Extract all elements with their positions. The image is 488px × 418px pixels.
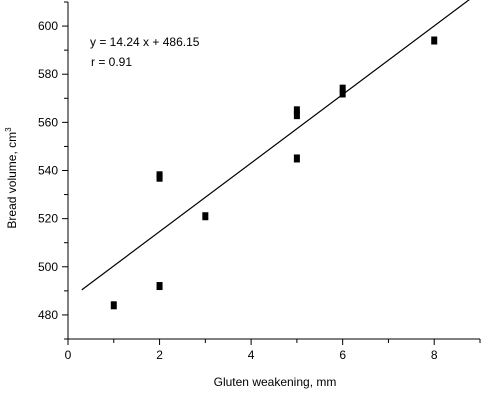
data-point	[156, 171, 163, 180]
correlation-annotation: r = 0.91	[91, 55, 132, 69]
data-point	[202, 212, 209, 221]
x-tick-label: 8	[431, 348, 438, 362]
equation-annotation: y = 14.24 x + 486.15	[90, 35, 200, 49]
y-tick-label: 600	[38, 19, 58, 33]
y-ticks: 480 500 520 540 560 580 600	[38, 1, 68, 340]
x-tick-label: 2	[156, 348, 163, 362]
y-tick-label: 520	[38, 212, 58, 226]
y-tick-label: 540	[38, 164, 58, 178]
y-tick-label: 480	[38, 308, 58, 322]
x-axis-label: Gluten weakening, mm	[214, 375, 337, 389]
data-point	[339, 84, 346, 93]
data-point	[293, 111, 300, 120]
data-point	[156, 282, 163, 291]
data-point	[339, 89, 346, 98]
x-tick-label: 4	[248, 348, 255, 362]
y-axis-label-text: Bread volume, cm	[5, 132, 19, 229]
x-tick-label: 6	[339, 348, 346, 362]
data-point	[293, 106, 300, 115]
axes	[67, 2, 480, 340]
y-tick-label: 500	[38, 260, 58, 274]
data-point	[293, 154, 300, 163]
data-point	[110, 301, 117, 310]
x-ticks: 0 2 4 6 8	[65, 339, 481, 362]
y-tick-label: 580	[38, 67, 58, 81]
regression-line	[81, 0, 470, 291]
y-axis-label: Bread volume, cm3	[4, 127, 19, 229]
data-point	[431, 36, 438, 45]
y-axis-label-superscript: 3	[4, 127, 13, 132]
data-points	[110, 36, 438, 310]
y-tick-label: 560	[38, 115, 58, 129]
x-tick-label: 0	[65, 348, 72, 362]
